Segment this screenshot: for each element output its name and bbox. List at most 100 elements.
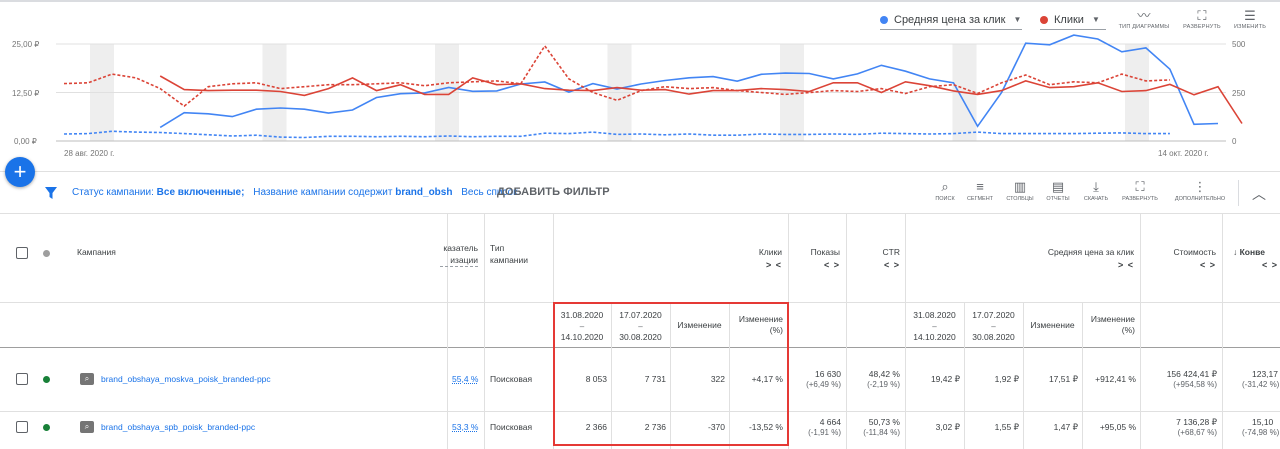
optimization-score-link[interactable]: 53,3 % <box>452 422 479 432</box>
period1-end: 14.10.2020 <box>560 332 604 342</box>
series-line-1 <box>159 75 1243 124</box>
active-filters[interactable]: Статус кампании: Все включенные; Названи… <box>72 187 518 198</box>
period1-start: 31.08.2020 <box>560 310 604 320</box>
cpc-change: 1,47 ₽ <box>1053 422 1078 432</box>
header-campaign[interactable]: Кампания <box>77 247 116 257</box>
col-divider <box>447 214 448 449</box>
x-start-date: 28 авг. 2020 г. <box>64 149 114 158</box>
row-divider <box>0 411 1280 412</box>
ctr-value: 48,42 % <box>868 369 900 379</box>
period2-dash: – <box>638 322 643 331</box>
header-clicks[interactable]: Клики <box>758 247 782 257</box>
conversions-change: (-74,98 %) <box>1242 428 1280 437</box>
impressions-sort-icon[interactable]: < > <box>823 260 840 270</box>
ctr-value: 50,73 % <box>868 417 900 427</box>
avg-cpc-expand-icon[interactable]: > < <box>1117 260 1134 270</box>
line-chart: 25,00 ₽ 12,50 ₽ 0,00 ₽ 500 250 0 28 авг.… <box>12 34 1246 158</box>
reports-icon: ▤ <box>1051 179 1065 194</box>
col-divider <box>846 214 847 449</box>
cpc-period2: 1,55 ₽ <box>994 422 1019 432</box>
legend-label-clicks: Клики <box>1054 13 1084 26</box>
optimization-score-link[interactable]: 55,4 % <box>452 374 479 384</box>
x-end-date: 14 окт. 2020 г. <box>1158 149 1209 158</box>
header-cost[interactable]: Стоимость <box>1173 247 1216 257</box>
toolbar-search-button[interactable]: ⌕ ПОИСК <box>925 178 965 202</box>
row-checkbox[interactable] <box>16 421 28 433</box>
toolbar-expand-label: РАЗВЕРНУТЬ <box>1122 196 1158 202</box>
filter-icon[interactable] <box>44 186 58 200</box>
header-divider <box>0 302 1280 303</box>
search-campaign-icon: ⌕ <box>80 373 94 385</box>
conversions-value: 123,17 <box>1252 369 1278 379</box>
filter-name-value: brand_obsh <box>395 187 453 198</box>
cpc-period1: 3,02 ₽ <box>935 422 960 432</box>
cost-value: 156 424,41 ₽ <box>1166 369 1217 379</box>
ctr-change: (-2,19 %) <box>867 380 900 389</box>
header-campaign-type[interactable]: Тип кампании <box>490 243 528 265</box>
plus-icon: + <box>13 159 27 184</box>
impressions-value: 4 664 <box>819 417 841 427</box>
impressions-change: (-1,91 %) <box>808 428 841 437</box>
toolbar-reports-button[interactable]: ▤ ОТЧЕТЫ <box>1038 178 1078 202</box>
clicks-period2: 2 736 <box>644 422 666 432</box>
chevron-up-icon[interactable]: ︿ <box>1252 186 1266 202</box>
y-right-tick-bottom: 0 <box>1232 137 1237 146</box>
y-left-tick-mid: 12,50 ₽ <box>12 89 39 98</box>
col-divider <box>1023 302 1024 449</box>
col-divider <box>1140 214 1141 449</box>
chart-expand-button[interactable]: ⛶ РАЗВЕРНУТЬ <box>1174 8 1230 30</box>
legend-select-avg-cpc[interactable]: Средняя цена за клик ▼ <box>880 10 1022 30</box>
toolbar-more-button[interactable]: ⋮ ДОПОЛНИТЕЛЬНО <box>1172 178 1228 202</box>
chevron-down-icon: ▼ <box>1013 15 1022 24</box>
filter-list-label[interactable]: Весь список <box>461 187 518 198</box>
header-ctr[interactable]: CTR <box>882 247 900 257</box>
cost-change: (+954,58 %) <box>1173 380 1217 389</box>
toolbar-reports-label: ОТЧЕТЫ <box>1046 196 1070 202</box>
conversions-sort-icon[interactable]: < > <box>1262 260 1279 270</box>
y-left-tick-bottom: 0,00 ₽ <box>14 137 37 146</box>
header-impressions[interactable]: Показы <box>810 247 840 257</box>
add-filter-button[interactable]: ДОБАВИТЬ ФИЛЬТР <box>497 186 610 198</box>
cost-sort-icon[interactable]: < > <box>1199 260 1216 270</box>
download-icon: ⤓ <box>1093 179 1099 194</box>
columns-icon: ▥ <box>1013 179 1027 194</box>
campaigns-table: Кампания казатель изации Тип кампании Кл… <box>0 214 1280 449</box>
cpc-change-pct-header: Изменение (%) <box>1090 314 1135 335</box>
campaign-type: Поисковая <box>490 374 533 384</box>
y-right-tick-top: 500 <box>1232 40 1246 49</box>
cpc-period1: 19,42 ₽ <box>930 374 960 384</box>
period2-start: 17.07.2020 <box>619 310 662 320</box>
toolbar-segment-button[interactable]: ≡ СЕГМЕНТ <box>960 178 1000 202</box>
clicks-expand-icon[interactable]: > < <box>765 260 782 270</box>
header-conversions[interactable]: ↓ Конве <box>1233 247 1265 257</box>
toolbar-download-button[interactable]: ⤓ СКАЧАТЬ <box>1076 178 1116 202</box>
row-checkbox[interactable] <box>16 373 28 385</box>
toolbar-search-label: ПОИСК <box>935 196 955 202</box>
performance-chart-panel: Средняя цена за клик ▼ Клики ▼ 〰 ТИП ДИА… <box>0 0 1280 172</box>
chart-edit-button[interactable]: ☰ ИЗМЕНИТЬ <box>1222 8 1278 30</box>
add-campaign-button[interactable]: + <box>5 157 35 187</box>
filter-bar: Статус кампании: Все включенные; Названи… <box>0 172 1280 214</box>
ctr-sort-icon[interactable]: < > <box>883 260 900 270</box>
period1-end: 14.10.2020 <box>913 332 956 342</box>
cpc-period2: 1,92 ₽ <box>994 374 1019 384</box>
toolbar-columns-button[interactable]: ▥ СТОЛБЦЫ <box>1000 178 1040 202</box>
status-column-icon <box>43 250 50 257</box>
select-all-checkbox[interactable] <box>16 247 28 259</box>
col-divider <box>484 214 485 449</box>
header-optimization-score[interactable]: казатель изации <box>440 242 478 267</box>
campaign-name-link[interactable]: brand_obshaya_spb_poisk_branded-ppc <box>101 422 256 432</box>
header-avg-cpc[interactable]: Средняя цена за клик <box>1047 247 1134 257</box>
col-divider <box>1082 302 1083 449</box>
chart-type-button[interactable]: 〰 ТИП ДИАГРАММЫ <box>1116 8 1172 30</box>
clicks-change-header: Изменение <box>677 320 722 330</box>
legend-select-clicks[interactable]: Клики ▼ <box>1040 10 1106 30</box>
clicks-period1: 2 366 <box>585 422 607 432</box>
clicks-change-pct: -13,52 % <box>748 422 783 432</box>
chevron-down-icon: ▼ <box>1091 15 1100 24</box>
more-icon: ⋮ <box>1193 179 1207 194</box>
toolbar-expand-button[interactable]: ⛶ РАЗВЕРНУТЬ <box>1120 178 1160 202</box>
period1-start: 31.08.2020 <box>913 310 956 320</box>
enabled-status-icon <box>43 424 50 431</box>
campaign-name-link[interactable]: brand_obshaya_moskva_poisk_branded-ppc <box>101 374 271 384</box>
